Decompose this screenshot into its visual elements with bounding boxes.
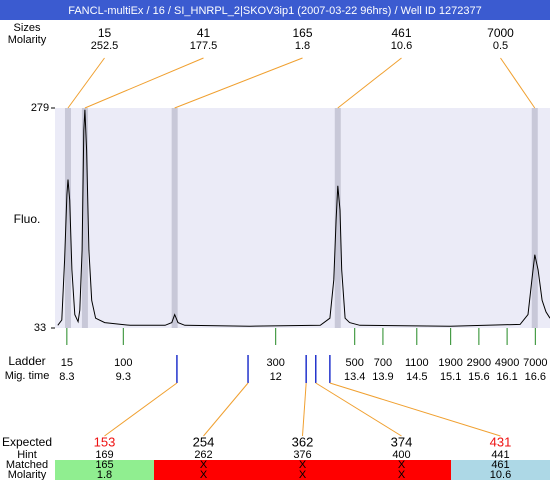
match-cell <box>253 460 352 480</box>
plot-background <box>55 108 550 328</box>
molarity: 1.8 <box>97 469 112 480</box>
ladder-size: 1100 <box>405 357 429 369</box>
peak-size: 461 <box>391 26 411 40</box>
peak-band <box>64 108 71 328</box>
peak-band <box>334 108 341 328</box>
peak-size: 165 <box>292 26 312 40</box>
hint: 400 <box>392 449 410 461</box>
match-cell <box>451 460 550 480</box>
row-label: Ladder <box>8 354 45 368</box>
row-label: Sizes <box>14 22 41 34</box>
expected-size: 431 <box>490 434 512 449</box>
ladder-time: 15.6 <box>468 371 489 383</box>
peak-molarity: 10.6 <box>391 40 412 52</box>
row-label: Mig. time <box>5 370 50 382</box>
row-label: Hint <box>17 449 37 461</box>
peak-connector <box>174 57 303 109</box>
peak-molarity: 1.8 <box>295 40 310 52</box>
expected-size: 362 <box>292 434 314 449</box>
peak-band <box>81 108 88 328</box>
expected-connector <box>302 382 307 437</box>
ladder-size: 7000 <box>523 357 547 369</box>
peak-band <box>531 108 538 328</box>
molarity: 10.6 <box>490 469 511 480</box>
hint: 169 <box>95 449 113 461</box>
match-cell <box>352 460 451 480</box>
peak-connector <box>84 57 204 109</box>
peak-molarity: 0.5 <box>493 40 508 52</box>
row-label: Expected <box>2 435 52 449</box>
matched: X <box>200 459 208 471</box>
row-label: Molarity <box>8 469 47 480</box>
ladder-time: 15.1 <box>440 371 461 383</box>
ladder-size: 15 <box>61 357 73 369</box>
ladder-size: 100 <box>114 357 132 369</box>
hint: 376 <box>293 449 311 461</box>
molarity: X <box>200 469 208 480</box>
expected-connector <box>104 382 178 437</box>
peak-connector <box>67 57 105 109</box>
ladder-size: 1900 <box>438 357 462 369</box>
ladder-time: 16.1 <box>496 371 517 383</box>
peak-molarity: 252.5 <box>91 40 119 52</box>
expected-size: 254 <box>193 434 215 449</box>
y-tick-label: 279 <box>31 102 49 114</box>
row-label: Matched <box>6 459 48 471</box>
ladder-size: 300 <box>267 357 285 369</box>
peak-band <box>171 108 178 328</box>
molarity: X <box>398 469 406 480</box>
trace <box>57 109 550 327</box>
peak-connector <box>337 57 402 109</box>
title: FANCL-multiEx / 16 / SI_HNRPL_2|SKOV3ip1… <box>68 5 482 17</box>
molarity: X <box>299 469 307 480</box>
peak-size: 15 <box>98 26 112 40</box>
peak-size: 41 <box>197 26 211 40</box>
ladder-time: 14.5 <box>406 371 427 383</box>
ladder-time: 12 <box>270 371 282 383</box>
ladder-time: 13.9 <box>372 371 393 383</box>
ladder-size: 500 <box>346 357 364 369</box>
hint: 262 <box>194 449 212 461</box>
hint: 441 <box>491 449 509 461</box>
matched: X <box>398 459 406 471</box>
matched: 461 <box>491 459 509 471</box>
ladder-time: 8.3 <box>59 371 74 383</box>
expected-connector <box>329 382 501 437</box>
expected-connector <box>203 382 249 437</box>
ladder-time: 16.6 <box>525 371 546 383</box>
ladder-size: 700 <box>374 357 392 369</box>
match-cell <box>154 460 253 480</box>
matched: 165 <box>95 459 113 471</box>
ladder-size: 4900 <box>495 357 519 369</box>
row-label: Molarity <box>8 34 47 46</box>
ladder-size: 2900 <box>467 357 491 369</box>
expected-size: 374 <box>391 434 413 449</box>
peak-size: 7000 <box>487 26 514 40</box>
peak-connector <box>500 57 536 109</box>
y-tick-label: 33 <box>34 322 46 334</box>
y-label: Fluo. <box>14 212 41 226</box>
expected-size: 153 <box>94 434 116 449</box>
ladder-time: 13.4 <box>344 371 365 383</box>
matched: X <box>299 459 307 471</box>
expected-connector <box>315 382 402 437</box>
peak-molarity: 177.5 <box>190 40 218 52</box>
title-bar <box>0 0 550 20</box>
ladder-time: 9.3 <box>116 371 131 383</box>
match-cell <box>55 460 154 480</box>
